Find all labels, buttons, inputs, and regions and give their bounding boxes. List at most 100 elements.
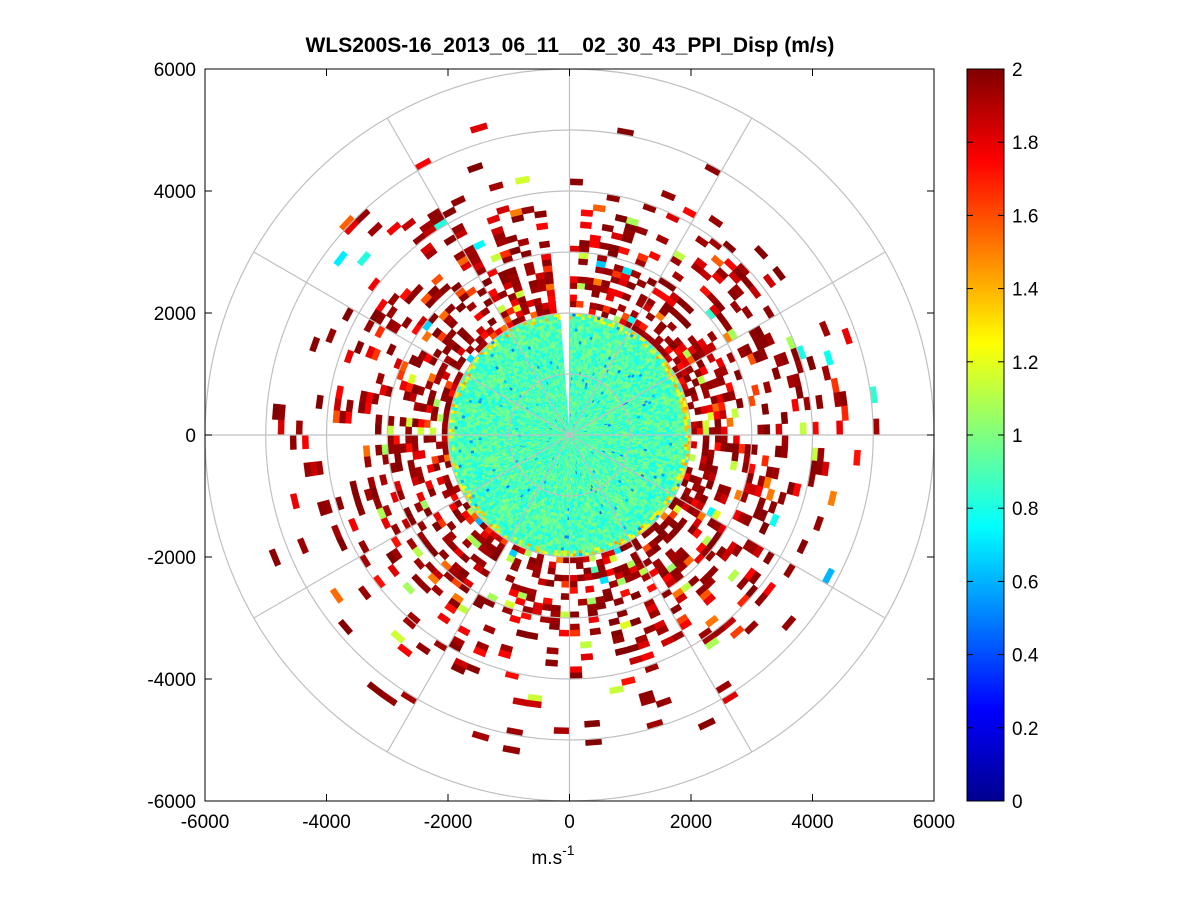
inner-cell bbox=[684, 440, 689, 445]
inner-cell bbox=[557, 547, 561, 551]
inner-cell bbox=[571, 517, 575, 521]
inner-cell bbox=[639, 430, 643, 434]
inner-cell bbox=[657, 437, 661, 440]
chart-title: WLS200S-16_2013_06_11__02_30_43_PPI_Disp… bbox=[306, 34, 835, 57]
inner-cell bbox=[576, 525, 580, 530]
inner-cell bbox=[684, 443, 688, 448]
inner-cell bbox=[645, 430, 649, 434]
inner-cell bbox=[681, 422, 685, 427]
inner-cell bbox=[572, 315, 576, 320]
inner-cell bbox=[681, 428, 686, 433]
inner-cell bbox=[574, 541, 579, 545]
inner-cell bbox=[681, 425, 685, 430]
inner-cell bbox=[657, 427, 661, 431]
inner-cell bbox=[574, 532, 578, 536]
inner-cell bbox=[665, 424, 670, 428]
inner-cell bbox=[657, 430, 661, 433]
inner-cell bbox=[663, 439, 667, 443]
inner-cell bbox=[571, 349, 575, 353]
inner-cell bbox=[684, 428, 689, 433]
inner-cell bbox=[571, 507, 574, 512]
inner-cell bbox=[666, 429, 670, 433]
inner-cell bbox=[580, 540, 584, 545]
inner-cell bbox=[571, 529, 575, 533]
inner-cell bbox=[574, 331, 578, 335]
inner-cell bbox=[675, 426, 679, 430]
inner-cell bbox=[674, 420, 679, 425]
inner-cell bbox=[578, 550, 583, 554]
inner-cell bbox=[560, 547, 564, 551]
inner-cell bbox=[675, 429, 680, 433]
inner-cell bbox=[654, 437, 658, 440]
inner-cell bbox=[571, 501, 574, 506]
inner-cell bbox=[574, 337, 578, 341]
inner-cell bbox=[678, 425, 682, 430]
inner-cell bbox=[684, 437, 689, 442]
inner-cell bbox=[571, 331, 576, 335]
inner-cell bbox=[684, 425, 689, 430]
inner-cell bbox=[681, 437, 686, 442]
inner-cell bbox=[572, 541, 576, 545]
inner-cell bbox=[684, 422, 688, 427]
inner-cell bbox=[672, 426, 676, 430]
inner-cell bbox=[571, 538, 576, 542]
inner-cell bbox=[574, 538, 579, 542]
inner-cell bbox=[564, 523, 568, 527]
inner-cell bbox=[560, 541, 565, 545]
inner-cell bbox=[576, 531, 581, 536]
inner-cell bbox=[575, 547, 579, 551]
inner-cell bbox=[571, 328, 576, 332]
inner-cell bbox=[563, 541, 567, 545]
inner-cell bbox=[572, 544, 576, 549]
inner-cell bbox=[677, 420, 682, 424]
inner-cell bbox=[662, 424, 667, 428]
inner-cell bbox=[564, 517, 568, 521]
inner-cell bbox=[572, 321, 576, 326]
inner-cell bbox=[563, 550, 567, 555]
inner-cell bbox=[632, 431, 637, 434]
inner-cell bbox=[678, 437, 683, 442]
inner-cell bbox=[581, 549, 586, 554]
inner-cell bbox=[574, 535, 578, 539]
inner-cell bbox=[671, 423, 676, 428]
inner-cell bbox=[666, 426, 670, 431]
inner-cell bbox=[577, 540, 582, 545]
inner-cell bbox=[675, 440, 679, 444]
inner-cell bbox=[648, 428, 652, 432]
inner-cell bbox=[578, 547, 582, 551]
inner-cell bbox=[571, 523, 575, 527]
inner-cell bbox=[580, 543, 585, 548]
inner-cell bbox=[654, 430, 658, 433]
inner-cell bbox=[575, 322, 579, 326]
inner-cell bbox=[571, 532, 575, 536]
inner-cell bbox=[556, 550, 561, 554]
inner-cell bbox=[571, 334, 575, 338]
inner-cell bbox=[564, 526, 568, 530]
inner-cell bbox=[663, 427, 667, 431]
inner-cell bbox=[683, 419, 688, 424]
inner-cell bbox=[581, 546, 585, 551]
inner-cell bbox=[563, 547, 567, 552]
inner-cell bbox=[577, 543, 582, 548]
inner-cell bbox=[557, 543, 562, 548]
inner-cell bbox=[563, 538, 568, 542]
inner-cell bbox=[678, 422, 682, 427]
inner-cell bbox=[577, 322, 582, 327]
inner-cell bbox=[574, 334, 578, 338]
inner-cell bbox=[668, 423, 673, 428]
inner-cell bbox=[571, 535, 576, 539]
inner-cell bbox=[678, 443, 682, 448]
inner-cell bbox=[575, 319, 579, 323]
inner-cell bbox=[651, 436, 655, 440]
inner-cell bbox=[571, 346, 575, 350]
inner-cell bbox=[666, 437, 670, 441]
inner-cell bbox=[564, 532, 568, 536]
inner-cell bbox=[574, 526, 578, 530]
inner-cell bbox=[574, 529, 578, 533]
inner-cell bbox=[575, 544, 579, 548]
inner-cell bbox=[570, 498, 574, 503]
inner-cell bbox=[571, 343, 575, 347]
inner-cell bbox=[574, 328, 579, 332]
inner-cell bbox=[651, 428, 655, 431]
inner-cell bbox=[564, 520, 568, 524]
